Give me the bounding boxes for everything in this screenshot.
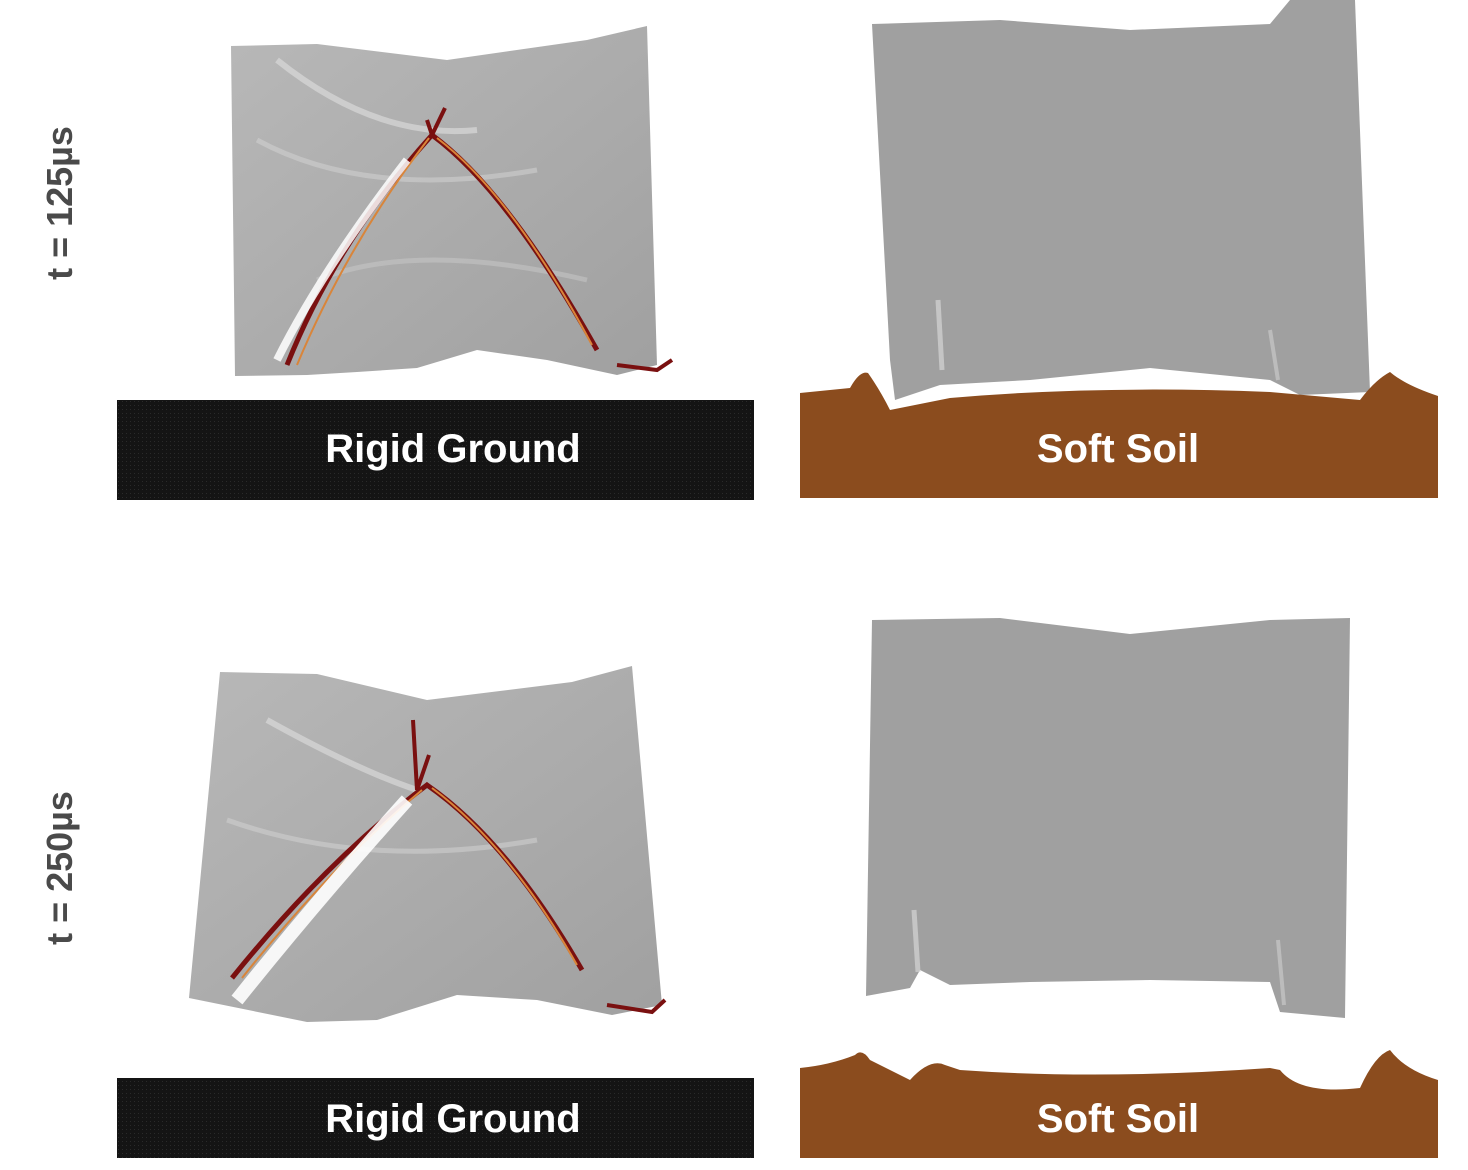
rigid-250-figure: Rigid Ground [117,666,754,1158]
soft-soil [800,372,1438,498]
rigid-ground [117,400,754,500]
soft-soil [800,1050,1438,1158]
panel-soil-250: Soft Soil [800,610,1440,1160]
panel-rigid-250: Rigid Ground [117,660,757,1160]
ground-label: Soft Soil [1037,427,1199,471]
soil-250-figure: Soft Soil [800,618,1438,1158]
panel-rigid-125: Rigid Ground [117,20,757,500]
panel-soil-125: Soft Soil [800,0,1440,500]
structure-slab [866,618,1350,1018]
structure-slab [189,666,662,1022]
row-time-label-250: t = 250µs [39,791,80,945]
rigid-ground [117,1078,754,1158]
structure-slab [231,26,657,376]
ground-label: Rigid Ground [325,427,581,471]
rigid-125-figure: Rigid Ground [117,26,754,500]
soil-125-figure: Soft Soil [800,0,1438,498]
ground-label: Rigid Ground [325,1097,581,1141]
ground-label: Soft Soil [1037,1097,1199,1141]
row-time-label-125: t = 125µs [39,126,80,280]
structure-slab [872,0,1370,400]
